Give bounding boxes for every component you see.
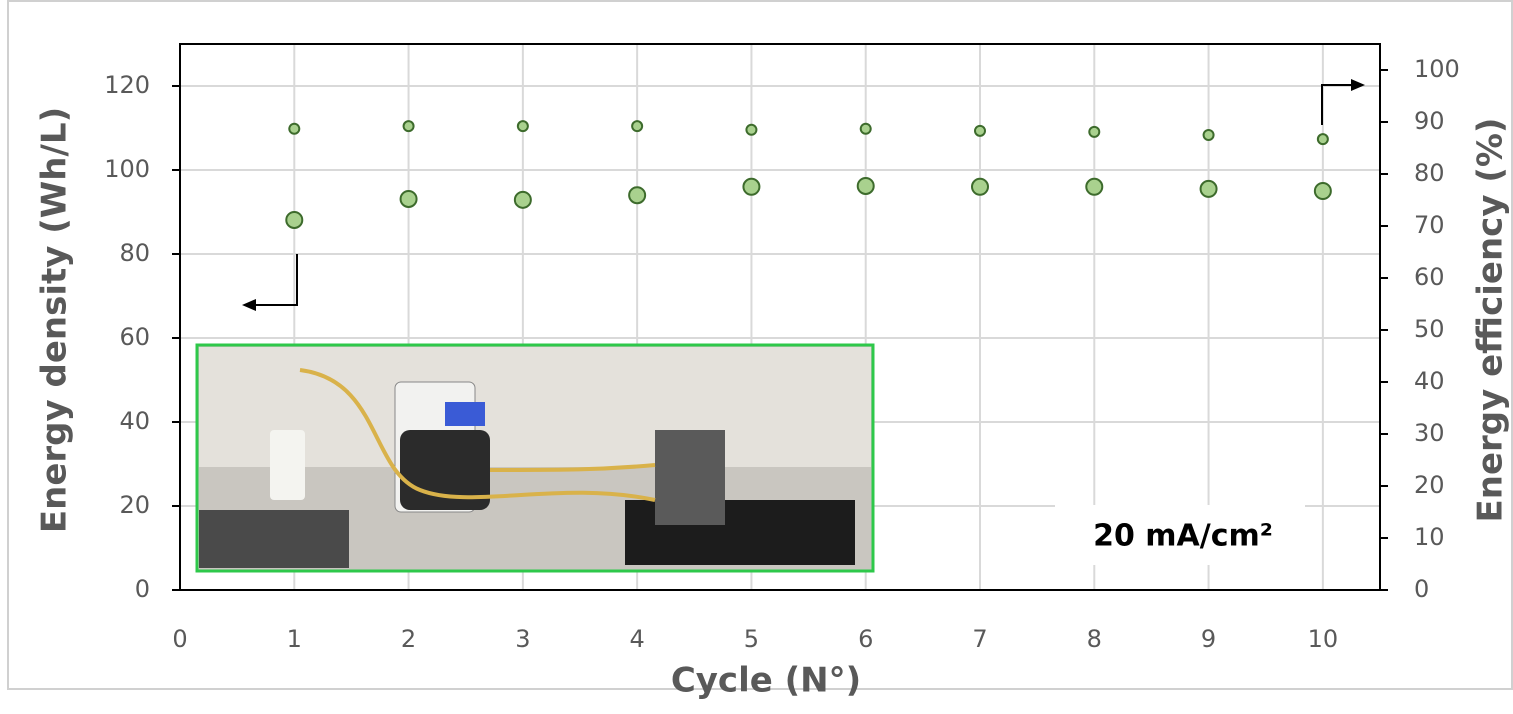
x-tick-label: 9: [1201, 625, 1216, 653]
y2-tick-label: 70: [1414, 211, 1445, 239]
y2-tick-label: 90: [1414, 107, 1445, 135]
x-tick-label: 4: [630, 625, 645, 653]
y2-tick-label: 40: [1414, 367, 1445, 395]
left-arrow: [245, 254, 297, 305]
point: [1318, 134, 1328, 144]
y-tick-label: 60: [119, 323, 150, 351]
point: [743, 179, 759, 195]
y2-tick-label: 100: [1414, 55, 1460, 83]
x-axis-title: Cycle (N°): [671, 661, 861, 701]
point: [289, 124, 299, 134]
left-arrow-head: [242, 299, 256, 311]
x-tick-label: 6: [858, 625, 873, 653]
x-tick-label: 7: [972, 625, 987, 653]
photo-scale: [199, 510, 349, 568]
y-tick-label: 100: [104, 155, 150, 183]
point: [1315, 183, 1331, 199]
right-arrow-head: [1351, 79, 1365, 91]
x-tick-label: 5: [744, 625, 759, 653]
y-tick-label: 20: [119, 491, 150, 519]
y2-tick-label: 80: [1414, 159, 1445, 187]
point: [858, 178, 874, 194]
point: [401, 191, 417, 207]
chart: 20 mA/cm² Cycle (N°) Energy density (Wh/…: [0, 0, 1513, 714]
point: [515, 192, 531, 208]
point: [972, 179, 988, 195]
y2-axis-title: Energy efficiency (%): [1471, 118, 1511, 523]
y2-tick-label: 60: [1414, 263, 1445, 291]
y-axis-title: Energy density (Wh/L): [35, 107, 75, 533]
point: [746, 125, 756, 135]
photo-cell: [655, 430, 725, 525]
y-tick-label: 80: [119, 239, 150, 267]
point: [1204, 130, 1214, 140]
x-tick-label: 2: [401, 625, 416, 653]
photo-bottle: [270, 430, 305, 500]
point: [629, 187, 645, 203]
y-tick-label: 120: [104, 71, 150, 99]
point: [286, 212, 302, 228]
point: [975, 126, 985, 136]
right-arrow: [1322, 85, 1355, 125]
y-tick-label: 40: [119, 407, 150, 435]
point: [1201, 181, 1217, 197]
x-tick-label: 3: [515, 625, 530, 653]
y2-tick-label: 20: [1414, 471, 1445, 499]
point: [1089, 127, 1099, 137]
point: [1086, 179, 1102, 195]
inset-photo: [197, 345, 873, 571]
annotation: 20 mA/cm²: [1093, 519, 1273, 554]
y2-tick-label: 0: [1414, 575, 1429, 603]
y2-tick-label: 10: [1414, 523, 1445, 551]
y2-tick-label: 50: [1414, 315, 1445, 343]
y-tick-label: 0: [135, 575, 150, 603]
photo-screen: [445, 402, 485, 426]
x-tick-label: 1: [287, 625, 302, 653]
point: [518, 121, 528, 131]
marks: [286, 121, 1331, 228]
x-tick-label: 0: [172, 625, 187, 653]
x-tick-label: 10: [1308, 625, 1339, 653]
x-tick-label: 8: [1087, 625, 1102, 653]
point: [861, 124, 871, 134]
point: [404, 121, 414, 131]
point: [632, 121, 642, 131]
y2-tick-label: 30: [1414, 419, 1445, 447]
